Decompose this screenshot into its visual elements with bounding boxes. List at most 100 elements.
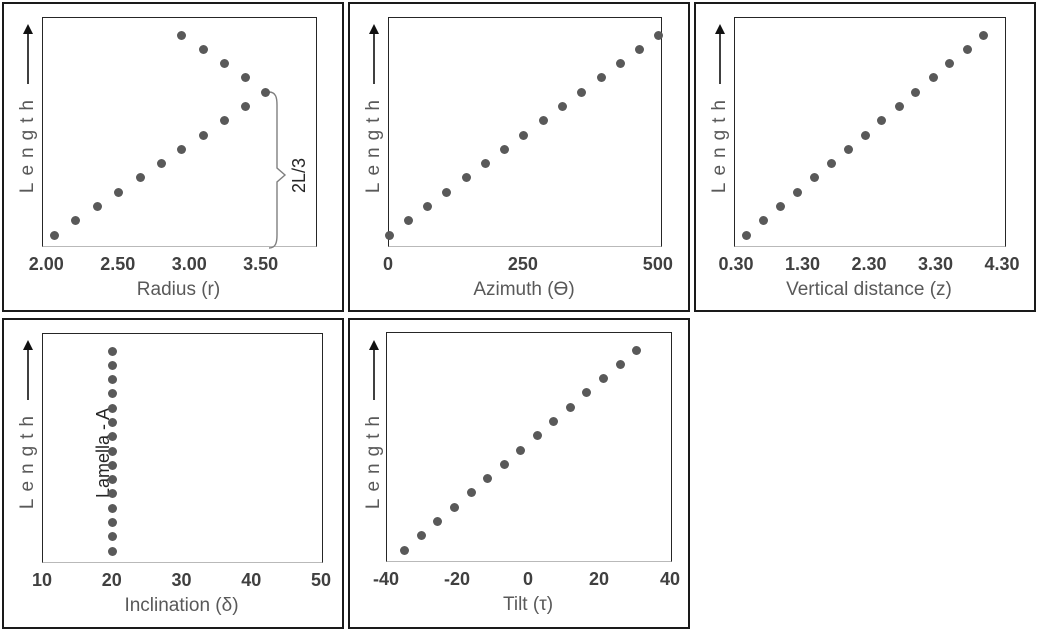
up-arrow-line [373, 350, 375, 400]
data-point [516, 445, 526, 455]
data-point [220, 59, 230, 69]
data-point [108, 389, 118, 399]
x-axis-title: Tilt (τ) [502, 594, 554, 615]
data-point [108, 375, 118, 385]
data-point [499, 459, 509, 469]
y-axis-title: Length [17, 409, 38, 510]
data-point [741, 230, 751, 240]
y-axis-label-group: Length [360, 340, 388, 509]
data-point [654, 30, 664, 40]
data-point [894, 101, 904, 111]
chart-panel-tilt: Length Tilt (τ) -40 -20 0 20 40 [348, 318, 690, 629]
data-point [793, 187, 802, 197]
x-axis-tick-label: 30 [171, 570, 192, 590]
data-point [108, 432, 118, 442]
data-point [114, 187, 124, 197]
data-point [198, 44, 208, 54]
x-axis-tick-label: 40 [659, 569, 681, 589]
data-point [135, 173, 145, 183]
x-axis-tick-label: 2.50 [100, 254, 136, 274]
up-arrow-icon [23, 24, 33, 34]
data-point [979, 30, 989, 40]
data-point [416, 531, 426, 541]
data-point [557, 101, 567, 111]
data-point [809, 173, 819, 183]
data-point [422, 201, 432, 211]
data-point [108, 460, 118, 470]
x-axis-tick-label: 4.30 [984, 254, 1020, 274]
up-arrow-line [719, 34, 721, 84]
x-axis-tick-label: -20 [443, 569, 471, 589]
x-axis-tick-label: 1.30 [784, 254, 821, 274]
up-arrow-line [27, 350, 29, 400]
x-axis-tick-label: 0 [522, 569, 534, 589]
data-point [177, 144, 187, 154]
plot-area: 2L/3 [42, 17, 317, 249]
data-point [433, 516, 443, 526]
data-point [843, 144, 853, 154]
data-point [826, 159, 836, 169]
data-point [108, 546, 118, 556]
x-axis-tick-label: 3.30 [917, 254, 954, 274]
data-point [108, 517, 118, 527]
up-arrow-icon [23, 340, 33, 350]
up-arrow-line [373, 34, 375, 84]
data-point [71, 216, 81, 226]
up-arrow-line [27, 34, 29, 84]
data-point [481, 159, 491, 169]
curly-brace-icon [268, 91, 287, 249]
x-axis-tick-label: 2.00 [28, 254, 64, 274]
data-point [759, 216, 769, 226]
y-axis-title: Length [17, 93, 38, 194]
data-point [157, 159, 167, 169]
x-axis-tick-label: 20 [101, 570, 122, 590]
data-point [596, 73, 606, 83]
data-point [945, 59, 955, 69]
x-axis-tick-label: 0.30 [718, 254, 754, 274]
data-point [928, 73, 938, 83]
x-axis-tick-label: 500 [642, 254, 673, 274]
data-point [549, 416, 559, 426]
x-axis-tick-label: 20 [588, 569, 610, 589]
data-point [566, 402, 576, 412]
x-axis-tick-label: 3.00 [171, 254, 207, 274]
data-point [499, 144, 509, 154]
y-axis-title: Length [709, 93, 730, 194]
x-axis-tick-label: 0 [382, 254, 394, 274]
data-point [220, 116, 230, 126]
x-axis-tick-label: 50 [310, 570, 332, 590]
data-point [538, 116, 548, 126]
up-arrow-icon [369, 24, 379, 34]
chart-panel-vertical-distance: Length Vertical distance (z) 0.30 1.30 2.3… [694, 2, 1036, 312]
data-point [519, 130, 529, 140]
data-point [911, 87, 921, 97]
data-point [775, 201, 785, 211]
x-axis-tick-label: -40 [372, 569, 400, 589]
data-point [616, 59, 626, 69]
data-point [49, 230, 59, 240]
data-point [177, 30, 187, 40]
data-point [442, 187, 452, 197]
up-arrow-icon [715, 24, 725, 34]
x-axis-tick-label: 10 [31, 570, 53, 590]
y-axis-label-group: Length [360, 24, 388, 193]
data-point [632, 345, 642, 355]
data-point [108, 417, 118, 427]
data-point [108, 503, 118, 513]
chart-panel-azimuth: Length Azimuth (Ɵ) 0 250 500 [348, 2, 690, 312]
y-axis-label-group: Length [14, 24, 42, 193]
data-point [261, 87, 271, 97]
data-point [108, 346, 118, 356]
data-point [108, 532, 118, 542]
chart-panel-radius: Length 2L/3 Radius (r) 2.00 2.50 3.00 3.50 [2, 2, 344, 312]
chart-panel-inclination: Length Lamella - A Inclination (δ) 10 20 3… [2, 318, 344, 629]
data-point [599, 374, 609, 384]
data-point [482, 474, 492, 484]
data-point [108, 475, 118, 485]
annotation-2l3: 2L/3 [289, 158, 309, 194]
data-point [241, 73, 251, 83]
data-point [108, 360, 118, 370]
plot-area [384, 17, 664, 247]
x-axis-title: Azimuth (Ɵ) [473, 279, 575, 300]
